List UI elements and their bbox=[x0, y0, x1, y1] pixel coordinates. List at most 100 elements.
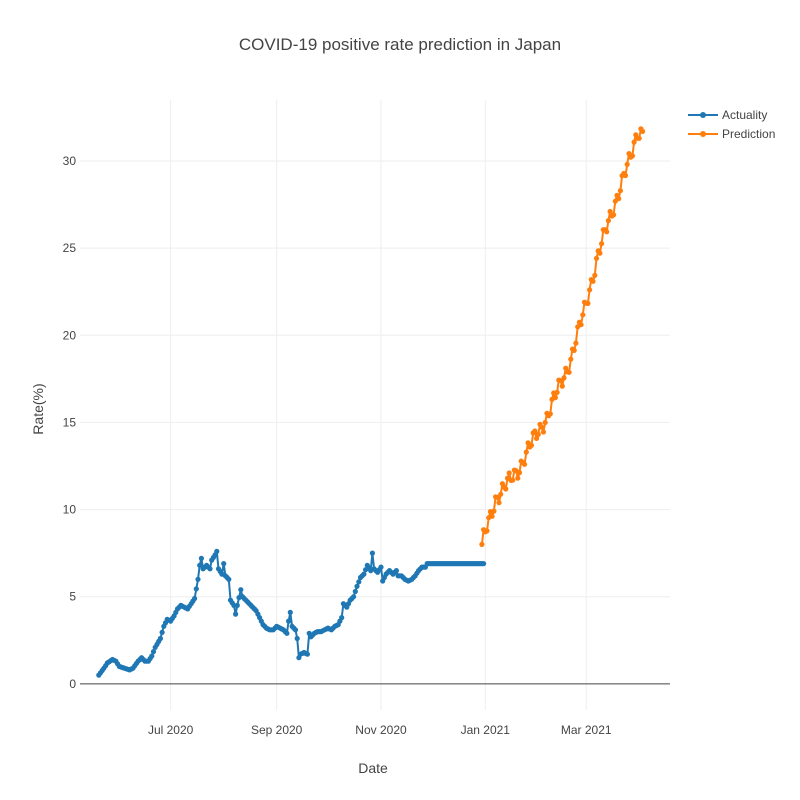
data-point-prediction bbox=[534, 435, 540, 441]
x-tick-label-1: Sep 2020 bbox=[251, 723, 303, 737]
y-tick-label-30: 30 bbox=[63, 154, 77, 168]
data-point-prediction bbox=[568, 356, 574, 362]
data-point-prediction bbox=[516, 470, 523, 476]
data-point-prediction bbox=[542, 419, 548, 426]
data-point-actuality bbox=[356, 579, 362, 585]
x-tick-label-3: Jan 2021 bbox=[461, 723, 511, 737]
data-point-prediction bbox=[590, 278, 596, 284]
data-point-prediction bbox=[503, 486, 509, 492]
data-point-prediction bbox=[547, 411, 553, 417]
data-point-prediction bbox=[578, 322, 584, 328]
data-point-prediction bbox=[523, 449, 529, 455]
data-point-prediction bbox=[592, 272, 598, 278]
series-layer bbox=[96, 126, 646, 678]
data-point-prediction bbox=[629, 153, 636, 159]
data-point-actuality bbox=[378, 564, 384, 570]
data-point-actuality bbox=[284, 630, 290, 636]
x-axis-title: Date bbox=[358, 760, 388, 776]
data-point-actuality bbox=[226, 576, 232, 582]
y-tick-label-5: 5 bbox=[69, 590, 76, 604]
data-point-actuality bbox=[354, 583, 360, 589]
data-point-prediction bbox=[593, 255, 600, 261]
data-point-prediction bbox=[506, 470, 512, 476]
data-point-prediction bbox=[573, 340, 579, 346]
data-point-prediction bbox=[607, 208, 613, 215]
data-point-prediction bbox=[554, 389, 560, 395]
y-tick-label-0: 0 bbox=[69, 677, 76, 691]
data-point-prediction bbox=[528, 442, 535, 448]
data-point-actuality bbox=[351, 594, 357, 600]
data-point-prediction bbox=[617, 188, 624, 194]
data-point-prediction bbox=[561, 375, 567, 381]
data-point-prediction bbox=[631, 139, 637, 145]
data-point-actuality bbox=[157, 635, 163, 642]
data-point-actuality bbox=[195, 576, 201, 582]
data-point-prediction bbox=[616, 196, 622, 202]
data-point-prediction bbox=[599, 241, 605, 247]
chart-title: COVID-19 positive rate prediction in Jap… bbox=[239, 35, 561, 54]
data-point-prediction bbox=[566, 369, 572, 375]
data-point-actuality bbox=[207, 566, 213, 572]
x-tick-label-2: Nov 2020 bbox=[355, 723, 407, 737]
data-point-actuality bbox=[238, 587, 244, 593]
data-point-actuality bbox=[292, 627, 299, 633]
legend-item-prediction[interactable]: Prediction bbox=[688, 127, 775, 141]
data-point-prediction bbox=[522, 461, 528, 467]
data-point-actuality bbox=[150, 649, 157, 655]
data-point-actuality bbox=[198, 555, 204, 562]
data-point-prediction bbox=[587, 287, 593, 293]
data-point-prediction bbox=[489, 513, 495, 519]
y-axis-title: Rate(%) bbox=[30, 383, 46, 434]
y-tick-label-10: 10 bbox=[63, 503, 77, 517]
data-point-prediction bbox=[622, 172, 629, 179]
data-point-actuality bbox=[361, 571, 367, 577]
data-point-prediction bbox=[559, 383, 565, 389]
legend-label-prediction: Prediction bbox=[722, 127, 775, 141]
legend-item-actuality[interactable]: Actuality bbox=[688, 108, 767, 122]
data-point-prediction bbox=[571, 347, 577, 353]
legend-label-actuality: Actuality bbox=[722, 108, 767, 122]
data-point-actuality bbox=[339, 615, 345, 621]
data-point-prediction bbox=[496, 500, 502, 506]
data-point-prediction bbox=[552, 395, 559, 401]
data-point-actuality bbox=[352, 588, 358, 595]
data-point-actuality bbox=[234, 602, 240, 609]
y-tick-label-25: 25 bbox=[63, 241, 77, 255]
data-point-actuality bbox=[294, 635, 300, 642]
data-point-actuality bbox=[286, 618, 292, 624]
data-point-prediction bbox=[580, 312, 586, 318]
data-point-prediction bbox=[515, 475, 521, 481]
data-point-prediction bbox=[484, 528, 490, 534]
data-point-actuality bbox=[287, 609, 293, 616]
data-point-prediction bbox=[491, 508, 497, 514]
data-point-actuality bbox=[214, 548, 220, 555]
data-point-prediction bbox=[611, 212, 617, 218]
data-point-prediction bbox=[605, 218, 612, 224]
data-point-actuality bbox=[393, 568, 399, 574]
legend-marker-prediction bbox=[700, 131, 706, 137]
data-point-actuality bbox=[369, 550, 375, 556]
data-point-prediction bbox=[532, 428, 538, 434]
x-tick-label-0: Jul 2020 bbox=[148, 723, 194, 737]
y-tick-label-15: 15 bbox=[63, 415, 77, 429]
data-point-prediction bbox=[624, 161, 630, 167]
data-point-prediction bbox=[479, 541, 485, 548]
data-point-prediction bbox=[498, 491, 504, 497]
data-point-prediction bbox=[585, 300, 591, 306]
x-tick-label-4: Mar 2021 bbox=[561, 723, 612, 737]
series-prediction bbox=[479, 126, 646, 548]
data-point-actuality bbox=[197, 562, 203, 568]
data-point-prediction bbox=[597, 250, 603, 256]
data-point-prediction bbox=[604, 229, 610, 235]
data-point-actuality bbox=[193, 586, 199, 592]
data-point-prediction bbox=[636, 135, 642, 141]
series-actuality bbox=[96, 548, 487, 678]
data-point-actuality bbox=[159, 629, 165, 636]
data-point-actuality bbox=[192, 595, 198, 602]
data-point-prediction bbox=[510, 477, 516, 483]
data-point-prediction bbox=[539, 424, 545, 430]
data-point-prediction bbox=[494, 494, 500, 500]
